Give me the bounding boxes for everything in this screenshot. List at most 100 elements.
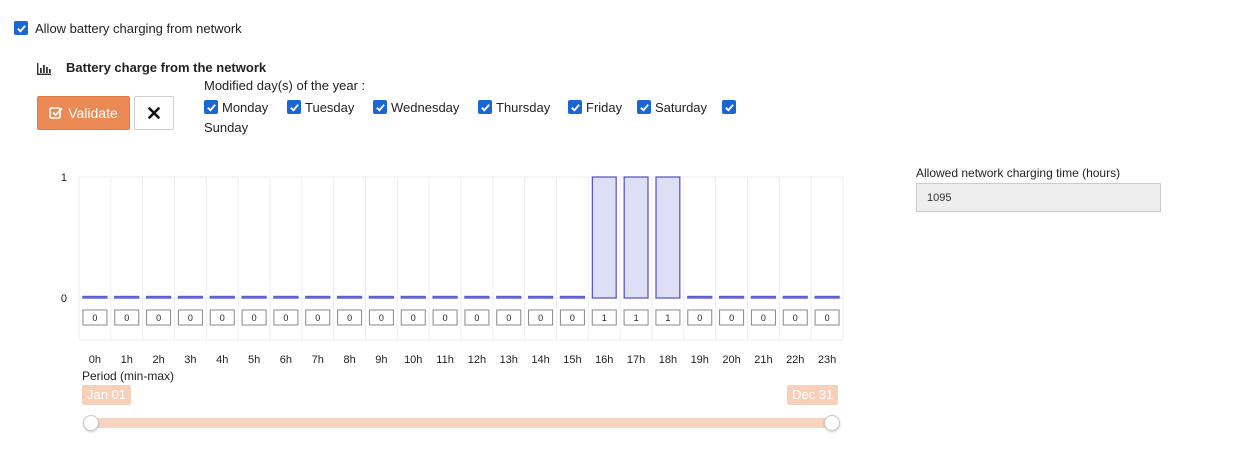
validate-label: Validate xyxy=(68,105,118,121)
x-tick-label-23h: 23h xyxy=(818,354,836,366)
value-label-21h: 0 xyxy=(761,313,766,323)
bar-22h xyxy=(782,295,808,299)
day-checkbox-friday[interactable] xyxy=(568,100,582,114)
bar-12h xyxy=(464,295,490,299)
validate-button[interactable]: Validate xyxy=(37,96,130,130)
checkmark-icon xyxy=(16,24,26,33)
x-tick-label-1h: 1h xyxy=(121,354,133,366)
value-box-22h xyxy=(782,309,808,326)
x-tick-label-21h: 21h xyxy=(754,354,772,366)
bar-6h xyxy=(273,295,299,299)
bar-7h xyxy=(305,295,331,299)
value-box-9h xyxy=(368,309,394,326)
value-label-13h: 0 xyxy=(506,313,511,323)
hourly-charge-chart: 0 1 0 0h 0 1h 0 2h 0 3h 0 4h 0 5h 0 6h 0 7h 0 8h 0 9h 0 10h 0 11h… xyxy=(61,172,844,366)
value-box-17h xyxy=(623,309,649,326)
value-label-20h: 0 xyxy=(729,313,734,323)
value-label-14h: 0 xyxy=(538,313,543,323)
value-label-15h: 0 xyxy=(570,313,575,323)
value-label-9h: 0 xyxy=(379,313,384,323)
x-tick-label-12h: 12h xyxy=(468,354,486,366)
x-tick-label-4h: 4h xyxy=(216,354,228,366)
value-label-4h: 0 xyxy=(220,313,225,323)
day-label-wednesday: Wednesday xyxy=(391,100,460,115)
period-label: Period (min-max) xyxy=(82,369,175,383)
value-box-18h xyxy=(655,309,681,326)
bar-15h xyxy=(559,295,586,299)
x-tick-label-14h: 14h xyxy=(531,354,549,366)
x-tick-label-17h: 17h xyxy=(627,354,645,366)
checkmark-icon xyxy=(206,103,216,112)
value-label-12h: 0 xyxy=(474,313,479,323)
value-box-0h xyxy=(82,309,108,326)
value-label-1h: 0 xyxy=(124,313,129,323)
bar-16h xyxy=(591,176,617,299)
bar-13h xyxy=(496,295,522,299)
value-box-2h xyxy=(146,309,172,326)
bar-1h xyxy=(114,295,140,299)
value-label-5h: 0 xyxy=(252,313,257,323)
x-tick-label-7h: 7h xyxy=(312,354,324,366)
allow-charging-label: Allow battery charging from network xyxy=(35,21,242,36)
period-min-handle[interactable] xyxy=(83,415,99,431)
x-tick-label-5h: 5h xyxy=(248,354,260,366)
x-tick-label-22h: 22h xyxy=(786,354,804,366)
day-label-tuesday: Tuesday xyxy=(305,100,355,115)
value-box-21h xyxy=(750,309,776,326)
bar-23h xyxy=(814,295,840,299)
allowed-hours-field[interactable] xyxy=(916,183,1161,212)
value-box-4h xyxy=(209,309,235,326)
value-box-5h xyxy=(241,309,267,326)
bar-21h xyxy=(750,295,777,299)
bar-9h xyxy=(368,295,395,299)
day-label-saturday: Saturday xyxy=(655,100,708,115)
day-checkbox-tuesday[interactable] xyxy=(287,100,301,114)
bar-20h xyxy=(718,295,745,299)
x-tick-label-16h: 16h xyxy=(595,354,613,366)
range-min-badge: Jan 01 xyxy=(82,385,132,405)
period-max-handle[interactable] xyxy=(824,415,840,431)
bar-0h xyxy=(82,295,108,299)
x-tick-label-13h: 13h xyxy=(500,354,518,366)
value-box-10h xyxy=(400,309,426,326)
range-max-badge: Dec 31 xyxy=(787,385,839,405)
value-label-2h: 0 xyxy=(156,313,161,323)
check-square-icon xyxy=(49,107,63,119)
value-box-3h xyxy=(177,309,203,326)
day-checkbox-monday[interactable] xyxy=(204,100,218,114)
x-tick-label-2h: 2h xyxy=(152,354,164,366)
value-box-20h xyxy=(719,309,745,326)
checkmark-icon xyxy=(289,103,299,112)
cancel-button[interactable] xyxy=(134,96,174,130)
value-label-22h: 0 xyxy=(793,313,798,323)
x-tick-label-19h: 19h xyxy=(691,354,709,366)
value-box-15h xyxy=(559,309,585,326)
day-checkbox-saturday[interactable] xyxy=(637,100,651,114)
value-label-8h: 0 xyxy=(347,313,352,323)
checkmark-icon xyxy=(570,103,580,112)
value-label-10h: 0 xyxy=(411,313,416,323)
bar-8h xyxy=(336,295,363,299)
value-label-3h: 0 xyxy=(188,313,193,323)
x-tick-label-11h: 11h xyxy=(436,354,454,366)
x-tick-label-0h: 0h xyxy=(89,354,101,366)
x-tick-label-3h: 3h xyxy=(184,354,196,366)
bar-10h xyxy=(400,295,426,299)
day-checkbox-thursday[interactable] xyxy=(478,100,492,114)
bar-4h xyxy=(209,295,235,299)
bar-chart-icon xyxy=(37,63,51,75)
value-box-14h xyxy=(528,309,554,326)
value-label-7h: 0 xyxy=(315,313,320,323)
day-label-sunday: Sunday xyxy=(204,120,249,135)
day-checkbox-wednesday[interactable] xyxy=(373,100,387,114)
x-tick-label-9h: 9h xyxy=(375,354,387,366)
x-tick-label-15h: 15h xyxy=(563,354,581,366)
bar-17h xyxy=(623,176,649,299)
bar-19h xyxy=(687,295,713,299)
period-range-track[interactable] xyxy=(91,418,832,428)
value-box-16h xyxy=(591,309,617,326)
allow-charging-checkbox[interactable] xyxy=(14,21,28,35)
day-label-friday: Friday xyxy=(586,100,623,115)
x-tick-label-18h: 18h xyxy=(659,354,677,366)
day-checkbox-sunday[interactable] xyxy=(722,100,736,114)
